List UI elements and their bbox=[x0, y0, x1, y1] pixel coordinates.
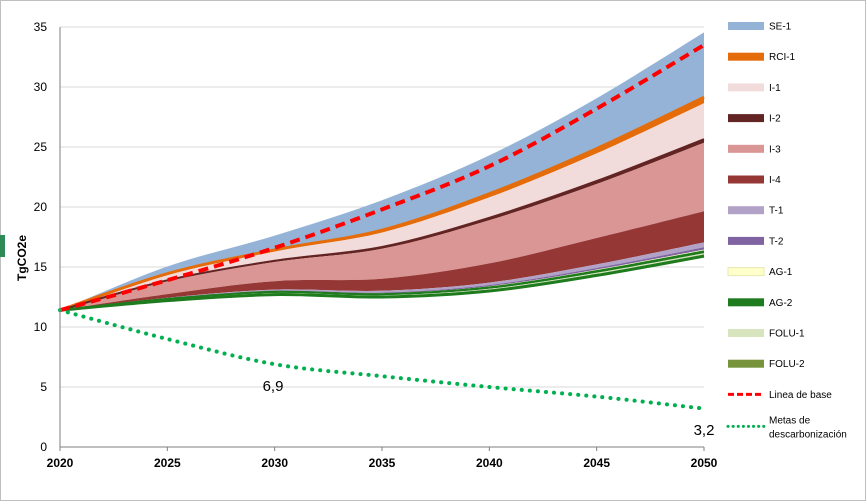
legend-swatch bbox=[728, 83, 764, 92]
y-tick-label: 5 bbox=[40, 380, 47, 394]
legend-item-i-1: I-1 bbox=[728, 83, 781, 94]
legend-label: I-3 bbox=[769, 144, 781, 155]
area-t-1 bbox=[60, 242, 704, 311]
area-i-4 bbox=[60, 211, 704, 311]
legend-swatch bbox=[728, 359, 764, 368]
legend-label: I-2 bbox=[769, 114, 781, 125]
y-tick-label: 15 bbox=[34, 260, 48, 274]
y-tick-label: 35 bbox=[34, 20, 48, 34]
edge-ag-2 bbox=[59, 250, 705, 312]
left-edge-accent bbox=[0, 235, 5, 257]
legend-item-rci-1: RCI-1 bbox=[728, 52, 796, 63]
legend-swatch bbox=[728, 114, 764, 123]
legend-label: RCI-1 bbox=[769, 52, 796, 63]
legend-item-ag-1: AG-1 bbox=[727, 267, 793, 278]
legend-item-t-1: T-1 bbox=[728, 206, 784, 217]
legend-swatch bbox=[728, 206, 764, 215]
stack-base-line bbox=[59, 254, 705, 312]
reference-lines bbox=[58, 43, 706, 411]
legend-swatch bbox=[728, 52, 764, 61]
legend-swatch bbox=[728, 298, 764, 307]
legend-label: T-2 bbox=[769, 236, 784, 247]
legend-item-ag-2: AG-2 bbox=[728, 298, 793, 309]
legend-label: SE-1 bbox=[769, 22, 792, 33]
x-tick-label: 2030 bbox=[261, 456, 288, 470]
legend-label: Linea de base bbox=[769, 390, 832, 401]
targets-line bbox=[58, 308, 706, 411]
y-tick-label: 30 bbox=[34, 80, 48, 94]
x-tick-label: 2025 bbox=[154, 456, 181, 470]
stacked-areas bbox=[59, 32, 705, 312]
legend-item-i-2: I-2 bbox=[728, 114, 781, 125]
legend-item-t-2: T-2 bbox=[728, 236, 784, 247]
x-tick-label: 2020 bbox=[47, 456, 74, 470]
legend-item-baseline: Linea de base bbox=[728, 390, 832, 401]
legend: SE-1 RCI-1 I-1 I-2 I-3 I-4 T-1 T-2 AG-1 AG-2 FOLU-… bbox=[726, 22, 847, 440]
legend-swatch bbox=[728, 329, 764, 337]
area-i-1 bbox=[60, 103, 704, 311]
x-tick-label: 2045 bbox=[583, 456, 610, 470]
x-tick-label: 2035 bbox=[369, 456, 396, 470]
annotation-2050: 3,2 bbox=[694, 422, 715, 439]
legend-item-i-4: I-4 bbox=[728, 175, 781, 186]
legend-label: I-1 bbox=[769, 83, 781, 94]
legend-item-i-3: I-3 bbox=[728, 144, 781, 155]
legend-label: T-1 bbox=[769, 206, 784, 217]
y-tick-label: 10 bbox=[34, 320, 48, 334]
x-tick-label: 2040 bbox=[476, 456, 503, 470]
baseline-line bbox=[59, 43, 706, 313]
legend-label: Metas de descarbonización bbox=[769, 415, 847, 440]
legend-label: AG-1 bbox=[769, 267, 793, 278]
legend-label: I-4 bbox=[769, 175, 781, 186]
x-tick-label: 2050 bbox=[691, 456, 718, 470]
legend-label: FOLU-2 bbox=[769, 359, 805, 370]
legend-item-targets: Metas de descarbonización bbox=[726, 415, 847, 440]
legend-item-folu-2: FOLU-2 bbox=[728, 359, 805, 370]
legend-swatch bbox=[728, 22, 764, 30]
edge-rci-1 bbox=[59, 95, 705, 312]
y-axis-label: TgCO2e bbox=[15, 235, 29, 281]
annotation-2030: 6,9 bbox=[263, 378, 284, 395]
legend-item-folu-1: FOLU-1 bbox=[728, 329, 805, 340]
legend-swatch bbox=[728, 236, 764, 245]
legend-label: FOLU-1 bbox=[769, 329, 805, 340]
legend-item-se-1: SE-1 bbox=[728, 22, 792, 33]
y-tick-label: 25 bbox=[34, 140, 48, 154]
legend-swatch bbox=[728, 175, 764, 184]
y-tick-label: 20 bbox=[34, 200, 48, 214]
y-tick-label: 0 bbox=[40, 440, 47, 454]
legend-label: AG-2 bbox=[769, 298, 793, 309]
edge-i-2 bbox=[59, 138, 705, 312]
legend-swatch bbox=[728, 144, 764, 153]
legend-swatch bbox=[727, 267, 765, 277]
